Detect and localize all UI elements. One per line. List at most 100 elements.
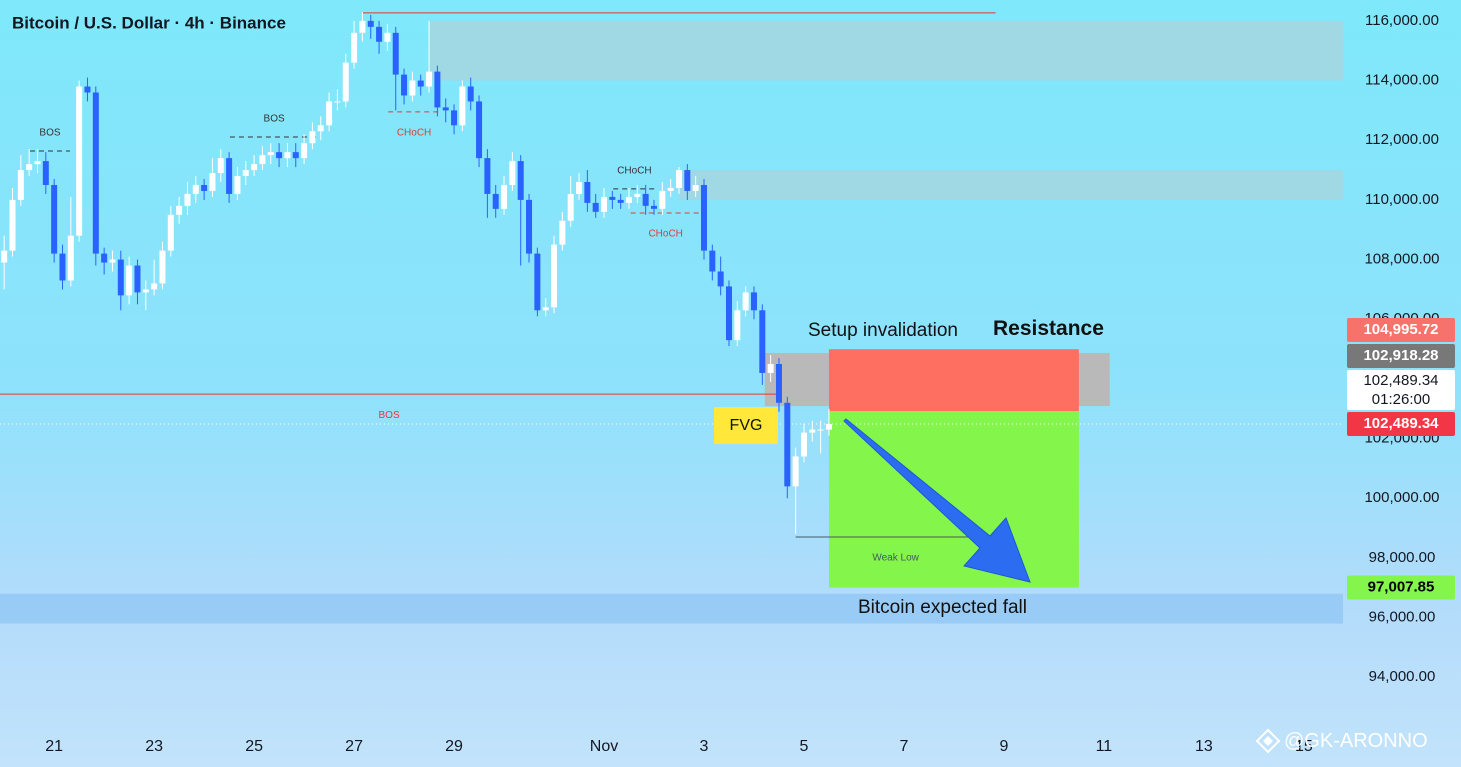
candle-body <box>359 20 366 33</box>
y-tick-label: 100,000.00 <box>1364 489 1439 506</box>
y-tick-label: 96,000.00 <box>1369 609 1436 626</box>
x-tick-label: 13 <box>1195 738 1213 755</box>
candle-body <box>626 196 633 203</box>
x-tick-label: Nov <box>590 738 618 755</box>
candle-body <box>542 307 549 311</box>
candle-body <box>292 152 299 159</box>
candle-body <box>476 101 483 159</box>
y-tick-label: 116,000.00 <box>1365 12 1439 29</box>
candle-body <box>392 32 399 75</box>
candle-body <box>351 32 358 63</box>
candle-body <box>700 184 707 251</box>
candle-body <box>692 184 699 191</box>
candle-body <box>809 429 816 433</box>
y-tick-label: 112,000.00 <box>1365 131 1439 148</box>
price-label: 102,489.34 <box>1363 415 1439 432</box>
candle-body <box>792 456 799 487</box>
candle-body <box>526 199 533 254</box>
candle-body <box>176 205 183 215</box>
candle-body <box>750 292 757 311</box>
candle-body <box>609 196 616 200</box>
candle-body <box>242 170 249 177</box>
candle-body <box>659 190 666 209</box>
candle-body <box>384 32 391 42</box>
candle-body <box>267 152 274 156</box>
y-tick-label: 108,000.00 <box>1364 251 1439 268</box>
candle-body <box>767 363 774 373</box>
candle-body <box>592 202 599 212</box>
fvg-label: FVG <box>714 407 778 444</box>
candle-body <box>42 161 49 185</box>
candle-body <box>817 429 824 431</box>
candle-body <box>376 26 383 42</box>
watermark: @GK-ARONNO <box>1284 730 1428 752</box>
candle-body <box>167 214 174 251</box>
x-tick-label: 21 <box>45 738 63 755</box>
candle-body <box>426 71 433 87</box>
resistance-label: Resistance <box>993 317 1104 340</box>
candle-body <box>551 244 558 308</box>
fall-label: Bitcoin expected fall <box>858 597 1027 618</box>
candle-body <box>434 71 441 108</box>
candle-body <box>675 170 682 188</box>
candle-body <box>17 170 24 200</box>
price-label-box <box>1347 317 1455 342</box>
setup-label: Setup invalidation <box>808 320 958 341</box>
x-tick-label: 23 <box>145 738 163 755</box>
candle-body <box>217 158 224 174</box>
candle-body <box>484 158 491 194</box>
price-label: 102,489.34 <box>1363 372 1438 389</box>
x-tick-label: 11 <box>1096 738 1113 755</box>
price-label-box <box>1347 369 1455 410</box>
x-tick-label: 7 <box>899 738 908 755</box>
x-tick-label: 27 <box>345 738 363 755</box>
candle-body <box>317 125 324 132</box>
candle-body <box>9 199 16 251</box>
level-label: CHoCH <box>617 165 651 176</box>
y-tick-label: 98,000.00 <box>1369 549 1436 566</box>
candle-body <box>684 170 691 191</box>
level-label: CHoCH <box>648 229 682 240</box>
candle-body <box>651 205 658 209</box>
candle-body <box>667 187 674 191</box>
candle-body <box>567 193 574 221</box>
countdown: 01:26:00 <box>1372 391 1430 408</box>
candle-body <box>276 152 283 159</box>
candle-body <box>509 161 516 185</box>
zone <box>0 593 1343 624</box>
candle-body <box>825 423 832 430</box>
candle-body <box>534 253 541 311</box>
level-label: Weak Low <box>872 553 919 564</box>
candle-body <box>467 86 474 102</box>
x-tick-label: 29 <box>445 738 463 755</box>
candle-body <box>442 107 449 111</box>
candle-body <box>617 199 624 203</box>
candle-body <box>517 161 524 200</box>
stop-zone <box>828 349 1079 412</box>
candle-body <box>209 173 216 191</box>
candle-body <box>67 235 74 281</box>
candle-body <box>759 310 766 373</box>
candle-body <box>634 193 641 197</box>
candle-body <box>126 265 133 296</box>
candle-body <box>301 143 308 159</box>
candle-body <box>117 259 124 296</box>
level-label: BOS <box>39 128 60 139</box>
candle-body <box>717 271 724 287</box>
target-zone <box>828 411 1079 588</box>
level-label: CHoCH <box>397 128 431 139</box>
candle-body <box>584 181 591 203</box>
candle-body <box>251 164 258 171</box>
candle-body <box>417 80 424 87</box>
candle-body <box>92 92 99 254</box>
x-tick-label: 9 <box>999 738 1008 755</box>
candle-body <box>401 74 408 96</box>
candle-body <box>34 161 41 165</box>
candle-body <box>451 110 458 126</box>
candle-body <box>101 253 108 263</box>
candle-body <box>559 220 566 245</box>
candle-body <box>326 101 333 126</box>
candle-body <box>201 184 208 191</box>
candle-body <box>1 250 8 263</box>
